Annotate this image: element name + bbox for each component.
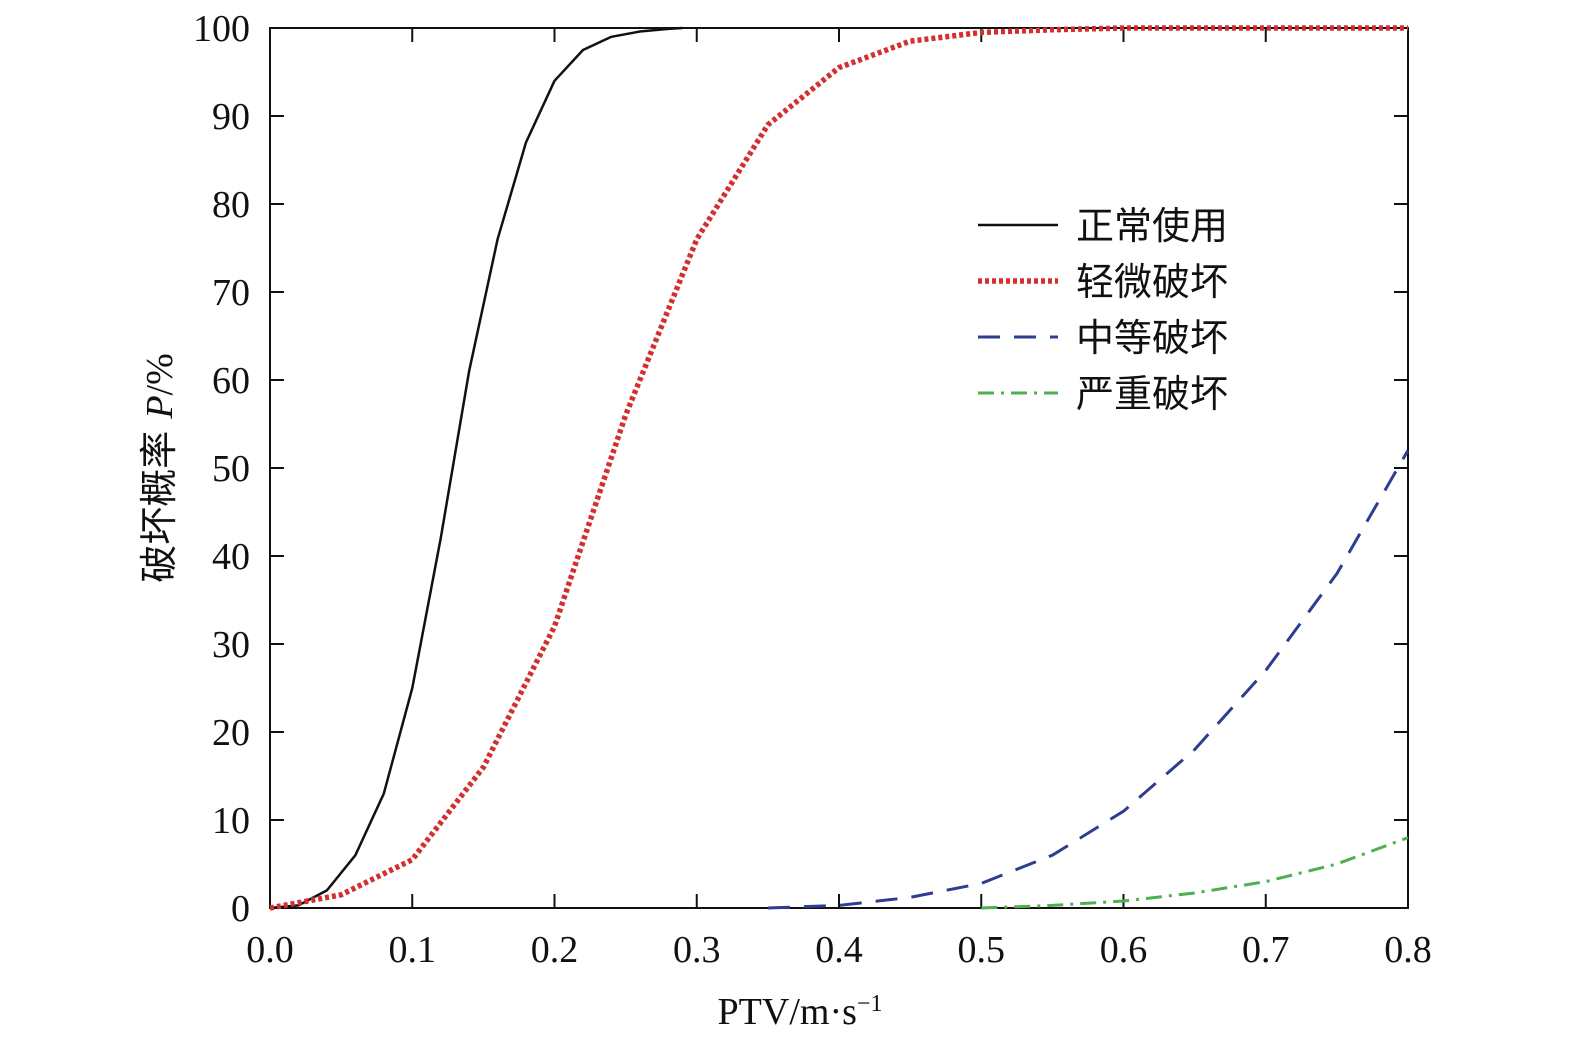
ticks: 0.0 0.1 0.2 0.3 0.4 0.5 0.6 0.7 0.8 0 10 20 30 40 50 60… [193,8,1432,971]
y-tick-label: 40 [212,536,250,578]
y-tick-label: 70 [212,272,250,314]
legend-label-3: 严重破坏 [1076,372,1228,416]
y-tick-label: 30 [212,624,250,666]
y-tick-label: 50 [212,448,250,490]
x-tick-label: 0.4 [815,929,863,971]
y-tick-label: 90 [212,96,250,138]
y-tick-label: 20 [212,712,250,754]
series-line-3 [981,836,1409,910]
x-tick-label: 0.0 [246,929,294,971]
x-tick-label: 0.7 [1242,929,1290,971]
y-tick-label: 100 [193,8,250,50]
y-axis-title-prefix: 破坏概率 [137,419,181,583]
y-axis-title: 破坏概率 P/% [137,353,181,583]
series-line-0 [269,26,683,910]
x-tick-label: 0.8 [1384,929,1432,971]
y-tick-label: 0 [231,888,250,930]
y-axis-title-suffix: /% [139,353,181,395]
x-tick-label: 0.1 [389,929,437,971]
legend-label-2: 中等破坏 [1076,316,1228,360]
y-tick-label: 80 [212,184,250,226]
series-line-1 [269,25,1408,911]
legend-label-1: 轻微破坏 [1076,260,1228,304]
legend-label-0: 正常使用 [1076,204,1228,248]
x-tick-label: 0.6 [1100,929,1148,971]
y-tick-label: 10 [212,800,250,842]
x-axis-title: PTV/m·s−1 [718,991,883,1033]
y-axis-title-variable: P [139,395,181,419]
y-tick-label: 60 [212,360,250,402]
x-tick-label: 0.2 [531,929,579,971]
plot-frame [269,27,1409,909]
series-lines [269,25,1410,911]
x-axis-title-superscript: −1 [857,991,883,1017]
x-tick-label: 0.5 [958,929,1006,971]
series-line-2 [767,449,1410,910]
x-tick-label: 0.3 [673,929,721,971]
